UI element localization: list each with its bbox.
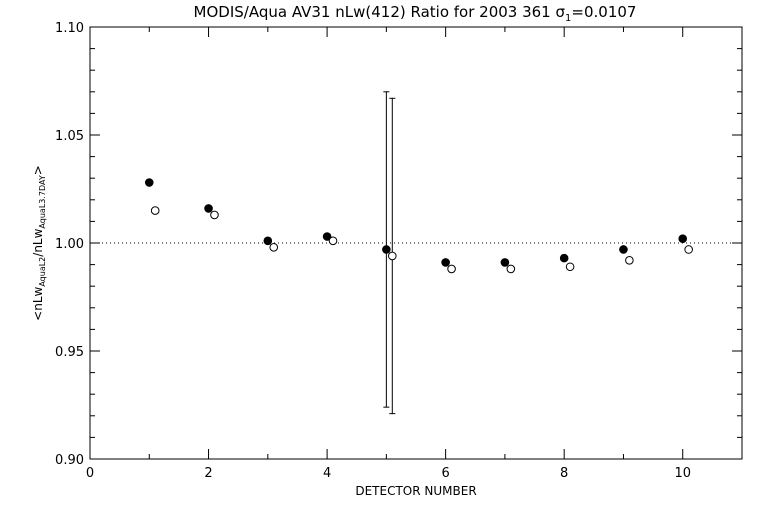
x-tick-label: 4: [323, 466, 331, 481]
y-axis-label: <nLwAquaL2/nLwAquaL3.7DAY>: [31, 165, 47, 321]
x-tick-label: 0: [86, 466, 94, 481]
y-axis-label-sub1: AquaL2: [38, 257, 47, 287]
data-point-filled: [678, 234, 688, 243]
x-axis-label: DETECTOR NUMBER: [355, 484, 476, 498]
data-point-filled: [619, 245, 628, 254]
y-tick-label: 1.00: [55, 237, 84, 252]
y-tick-label: 0.90: [55, 453, 84, 468]
data-point-filled: [322, 232, 332, 241]
data-point-open: [447, 264, 456, 274]
data-point-filled: [500, 258, 510, 267]
y-axis-label-mid: /nLw: [31, 228, 45, 256]
data-point-filled: [559, 253, 569, 263]
chart-title: MODIS/Aqua AV31 nLw(412) Ratio for 2003 …: [194, 3, 637, 24]
plot-frame: [89, 26, 743, 460]
data-points: [144, 178, 693, 274]
data-point-filled: [382, 245, 391, 254]
data-point-open: [625, 255, 634, 265]
data-point-filled: [441, 258, 450, 267]
data-point-open: [684, 245, 693, 254]
y-axis-label-post: >: [31, 165, 45, 175]
y-axis-label-sub2: AquaL3.7DAY: [38, 175, 47, 228]
y-tick-label: 0.95: [55, 345, 84, 360]
data-point-open: [210, 210, 219, 220]
y-tick-labels: 0.90 0.95 1.00 1.05 1.10: [55, 21, 84, 468]
y-tick-label: 1.05: [55, 129, 84, 144]
data-point-open: [387, 251, 397, 261]
chart-title-suffix: =0.0107: [571, 3, 636, 21]
axis-ticks: [89, 26, 743, 460]
x-tick-label: 6: [441, 466, 449, 481]
data-point-filled: [204, 204, 213, 213]
data-point-open: [328, 236, 338, 246]
data-point-open: [269, 243, 279, 252]
data-point-filled: [263, 236, 273, 246]
x-tick-label: 10: [674, 466, 691, 481]
y-axis-label-pre: <nLw: [31, 286, 45, 320]
chart-title-subscript: 1: [565, 13, 571, 24]
x-tick-labels: 0 2 4 6 8 10: [86, 466, 691, 481]
data-point-open: [565, 262, 575, 272]
x-tick-label: 2: [204, 466, 212, 481]
y-tick-label: 1.10: [55, 21, 84, 36]
chart-title-main: MODIS/Aqua AV31 nLw(412) Ratio for 2003 …: [194, 3, 566, 21]
data-point-filled: [144, 178, 154, 187]
data-point-open: [506, 264, 516, 274]
data-point-open: [150, 206, 160, 215]
x-tick-label: 8: [560, 466, 568, 481]
